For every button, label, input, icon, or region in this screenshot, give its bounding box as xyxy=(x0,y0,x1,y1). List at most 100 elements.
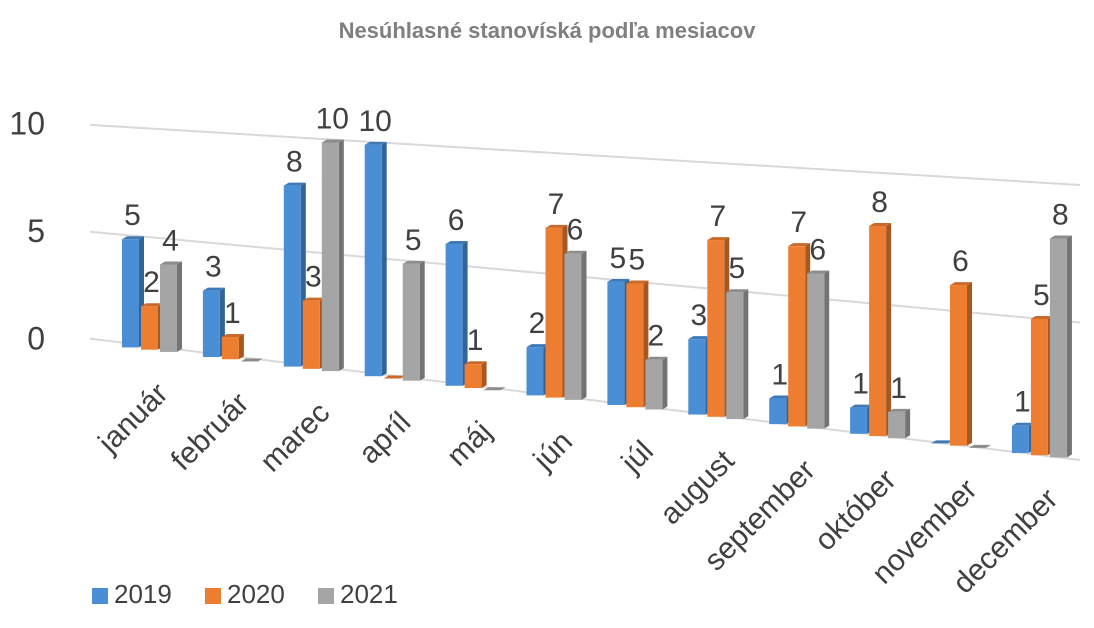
data-label: 7 xyxy=(709,200,726,233)
bar-face xyxy=(381,141,387,377)
data-label: 6 xyxy=(448,204,465,237)
bar-face xyxy=(626,283,644,408)
bar-face xyxy=(526,347,544,396)
data-label: 1 xyxy=(890,372,907,405)
data-label: 10 xyxy=(316,102,349,135)
bar xyxy=(364,141,387,377)
bar-face xyxy=(950,282,972,286)
data-label: 8 xyxy=(871,186,888,219)
bar-face xyxy=(707,240,725,417)
bar xyxy=(726,289,749,420)
bar-face xyxy=(905,408,911,439)
legend-swatch xyxy=(318,588,334,604)
bar-face xyxy=(338,139,344,372)
legend-label: 2021 xyxy=(340,579,398,609)
bar-face xyxy=(481,361,487,389)
bar-face xyxy=(238,334,244,360)
bar-face xyxy=(688,336,711,340)
data-label: 2 xyxy=(529,307,546,340)
bar xyxy=(769,395,792,425)
bar-face xyxy=(1049,238,1067,458)
bar-face xyxy=(283,185,301,367)
bar-face xyxy=(321,139,344,143)
bar-face xyxy=(662,356,668,410)
bar-face xyxy=(1049,235,1072,239)
bar xyxy=(564,250,587,400)
bar-face xyxy=(302,300,320,369)
bar-face xyxy=(564,250,587,254)
bar-face xyxy=(788,243,811,247)
bar-face xyxy=(545,227,563,398)
bar xyxy=(707,237,730,417)
data-label: 5 xyxy=(728,252,745,285)
x-tick-label: august xyxy=(654,444,741,531)
bar-face xyxy=(607,278,630,282)
bar-face xyxy=(707,237,730,241)
x-tick-label: jún xyxy=(527,425,579,477)
bar-face xyxy=(888,411,906,439)
data-label: 2 xyxy=(648,320,665,353)
legend-label: 2019 xyxy=(114,579,172,609)
bar-face xyxy=(283,182,306,186)
y-tick-label: 0 xyxy=(27,320,45,356)
bar-face xyxy=(869,226,887,437)
bar-face xyxy=(850,404,873,408)
bar-face xyxy=(141,306,158,350)
bar-face xyxy=(445,241,468,245)
y-tick-label: 10 xyxy=(9,105,45,141)
bar-face xyxy=(402,260,425,264)
bar-face xyxy=(464,361,487,365)
bar xyxy=(869,223,892,437)
bar-face xyxy=(626,280,649,284)
bar xyxy=(1011,422,1034,453)
data-label: 4 xyxy=(162,224,179,257)
bar xyxy=(950,282,972,446)
bar-face xyxy=(645,359,663,410)
bar-face xyxy=(931,440,953,444)
bar-face xyxy=(969,444,991,448)
bar xyxy=(545,224,568,398)
bar-face xyxy=(483,387,506,391)
bar-face xyxy=(950,285,967,446)
bar-face xyxy=(364,144,382,377)
bar-face xyxy=(726,292,744,420)
bar xyxy=(788,243,811,427)
bar-face xyxy=(1030,315,1053,319)
bar-face xyxy=(1011,422,1034,426)
bar xyxy=(402,260,425,381)
bar-face xyxy=(688,339,706,415)
bar-face xyxy=(564,253,582,400)
bar xyxy=(302,297,325,369)
bar-face xyxy=(122,239,139,348)
data-label: 8 xyxy=(286,146,303,179)
bar xyxy=(221,334,244,360)
bar-face xyxy=(807,270,830,274)
x-tick-label: marec xyxy=(254,396,336,478)
bar xyxy=(526,344,549,396)
bar xyxy=(645,356,668,410)
data-label: 5 xyxy=(405,224,422,257)
bar-face xyxy=(545,224,568,228)
data-label: 3 xyxy=(205,251,222,284)
bar-face xyxy=(202,287,225,291)
bar-face xyxy=(221,337,239,360)
data-label: 3 xyxy=(690,299,707,332)
bar-face xyxy=(464,364,482,389)
bar-face xyxy=(141,303,163,307)
data-label: 7 xyxy=(790,206,807,239)
data-label: 5 xyxy=(629,243,646,276)
bar xyxy=(160,261,182,352)
data-label: 1 xyxy=(224,297,241,330)
bar-face xyxy=(445,244,463,386)
bar-face xyxy=(886,223,892,437)
bar xyxy=(1049,235,1072,458)
data-label: 6 xyxy=(952,245,969,278)
bar-face xyxy=(869,223,892,227)
bar-face xyxy=(383,375,406,379)
bar-face xyxy=(1011,425,1029,453)
bar xyxy=(807,270,830,429)
bar xyxy=(483,387,506,391)
bar-face xyxy=(769,398,787,425)
bar-face xyxy=(1066,235,1072,458)
data-label: 5 xyxy=(124,199,141,232)
